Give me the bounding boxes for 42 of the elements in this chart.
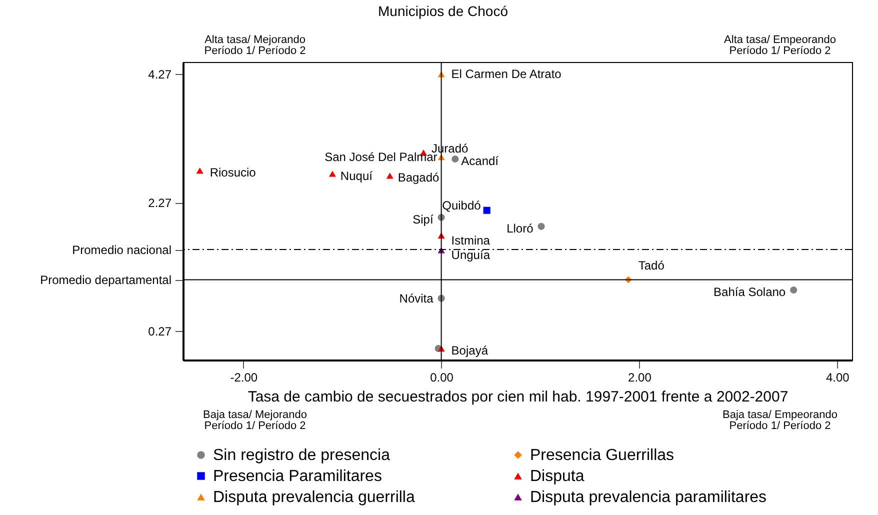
point: [328, 170, 336, 177]
legend-label: Disputa prevalencia paramilitares: [530, 489, 767, 506]
annotation: Bojayá: [451, 343, 488, 358]
annotation: Istmina: [451, 233, 490, 248]
point: [538, 222, 545, 230]
legend-label: Presencia Guerrillas: [530, 447, 674, 464]
annotation: Quibdó: [442, 198, 482, 212]
legend-label: Sin registro de presencia: [213, 447, 390, 464]
x-tick-label: 4.00: [826, 370, 850, 384]
annotation: Nóvita: [399, 291, 434, 306]
legend-label: Disputa prevalencia guerrilla: [213, 489, 415, 506]
y-tick-label: 2.27: [148, 196, 172, 210]
point: [483, 206, 490, 214]
y-tick-label: Promedio nacional: [72, 243, 172, 258]
annotation: Bahía Solano: [714, 284, 786, 299]
x-tick-label: 0.00: [430, 370, 454, 384]
x-tick-label: -2.00: [230, 370, 258, 384]
legend-label: Disputa: [530, 468, 584, 485]
annotation: Sipí: [412, 212, 434, 226]
x-tick-label: 2.00: [628, 370, 652, 384]
point: [452, 155, 459, 163]
y-tick-label: Promedio departamental: [40, 273, 172, 288]
annotation: Tadó: [638, 258, 665, 273]
annotation: Unguía: [451, 248, 490, 262]
point: [386, 172, 394, 179]
annotation: Acandí: [461, 154, 500, 168]
annotation: Lloró: [506, 221, 534, 236]
y-tick-label: 0.27: [148, 324, 172, 339]
annotation: El Carmen De Atrato: [451, 67, 562, 82]
text: Baja tasa/ Empeorando Período 1/ Período 2: [722, 409, 838, 432]
point: [196, 167, 204, 174]
point: [790, 286, 798, 294]
chart-title: Municipios de Chocó: [378, 3, 508, 19]
annotation: Nuquí: [340, 168, 374, 183]
annotation: Riosucio: [210, 166, 256, 180]
text: Baja tasa/ Mejorando Período 1/ Período 2: [203, 409, 307, 432]
text: Alta tasa/ Empeorando Período 1/ Período 2: [724, 34, 836, 57]
y-tick-label: 4.27: [148, 68, 172, 82]
legend-label: Presencia Paramilitares: [213, 468, 382, 485]
x-axis-title: Tasa de cambio de secuestrados por cien mil hab. 1997-2001 frente a 2002-2007: [248, 388, 788, 406]
annotation: Bagadó: [398, 170, 440, 185]
text: Alta tasa/ Mejorando Período 1/ Período 2: [204, 34, 306, 57]
